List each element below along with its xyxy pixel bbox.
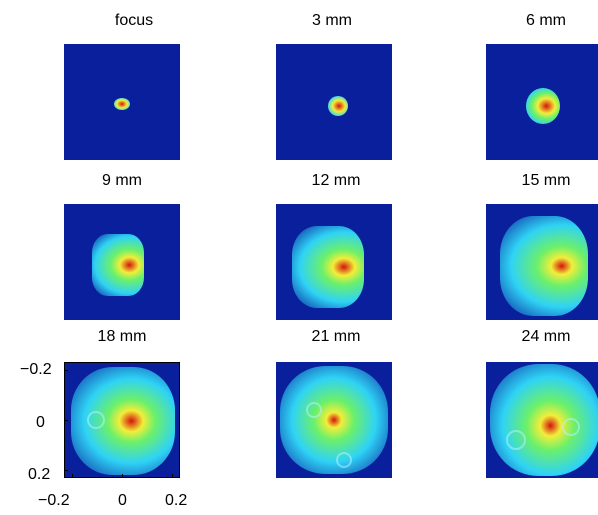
beam-spot [526,88,560,124]
y-tick-mark [64,420,68,421]
x-tick-label: 0 [118,492,127,509]
panel-title-3mm: 3 mm [312,12,352,29]
diffraction-ring [336,452,352,468]
y-tick-label: 0 [36,414,45,431]
beam-spot [500,216,588,316]
beam-image-18mm [64,362,180,478]
beam-spot [292,226,364,308]
beam-spot [92,234,144,296]
beam-image-21mm [276,362,392,478]
x-tick-mark [172,474,173,478]
y-tick-label: −0.2 [20,361,52,378]
panel-title-24mm: 24 mm [521,328,571,345]
panel-title-focus: focus [114,12,154,29]
beam-image-24mm [486,362,598,478]
panel-title-21mm: 21 mm [311,328,361,345]
diffraction-ring [87,411,105,429]
panel-title-15mm: 15 mm [521,172,571,189]
y-tick-mark [64,470,68,471]
panel-title-6mm: 6 mm [526,12,566,29]
diffraction-ring [562,418,580,436]
beam-image-3mm [276,44,392,160]
x-tick-label: −0.2 [38,492,70,509]
panel-title-12mm: 12 mm [311,172,361,189]
y-tick-mark [64,370,68,371]
beam-image-9mm [64,204,180,320]
x-tick-mark [72,474,73,478]
beam-spot [328,96,348,116]
panel-title-18mm: 18 mm [97,328,147,345]
beam-image-15mm [486,204,598,320]
beam-spot [280,366,388,474]
beam-image-12mm [276,204,392,320]
x-tick-label: 0.2 [165,492,188,509]
beam-image-6mm [486,44,598,160]
beam-spot [490,364,598,476]
diffraction-ring [306,402,322,418]
y-tick-label: 0.2 [28,466,51,483]
panel-title-9mm: 9 mm [102,172,142,189]
diffraction-ring [506,430,526,450]
x-tick-mark [122,474,123,478]
beam-image-focus [64,44,180,160]
beam-spot [114,98,130,110]
